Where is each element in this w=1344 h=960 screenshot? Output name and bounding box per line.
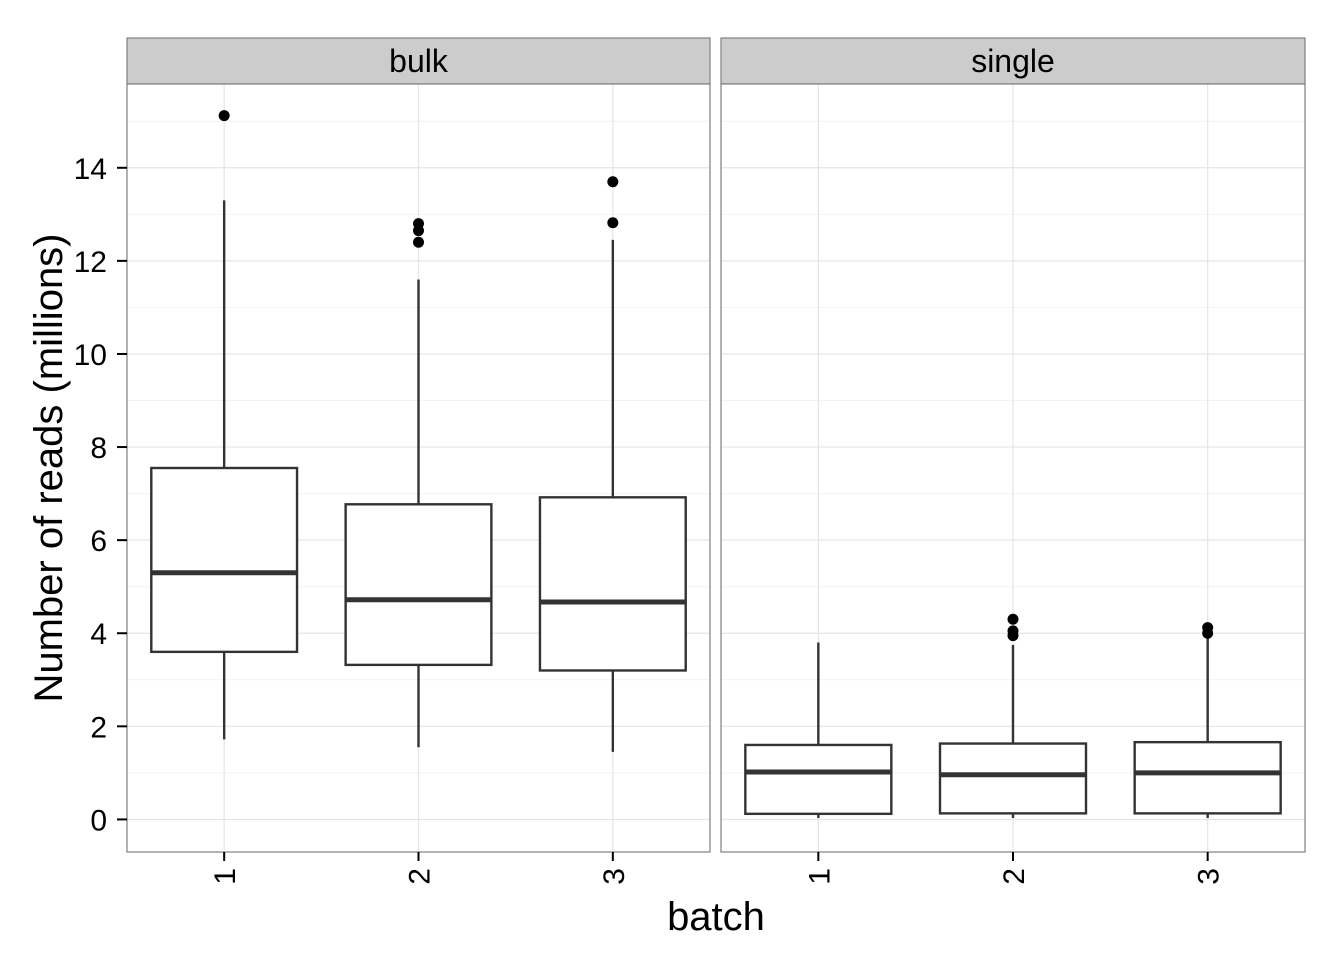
facet-strip-label: bulk [389,43,449,79]
facets-layer: bulk 1 2 3 single 1 2 3 [126,37,1306,885]
facet-strip [126,37,711,85]
facet-single: single 1 2 3 [720,37,1306,885]
y-tick-label: 8 [90,432,107,465]
outlier-point [1007,613,1019,625]
outlier-point [607,217,619,229]
box-iqr [538,496,687,672]
x-tick-label: 1 [209,868,242,885]
box-batch-3 [1133,622,1282,819]
x-tick-label: 3 [1193,868,1226,885]
y-tick-label: 4 [90,618,107,651]
facet-strip-label: single [971,43,1055,79]
box-iqr [150,466,299,654]
box-batch-2 [938,613,1088,819]
outlier-point [413,236,424,248]
y-tick-label: 12 [74,246,107,279]
y-tick-label: 10 [74,339,107,372]
box-batch-1 [744,642,893,819]
y-tick-label: 0 [90,804,107,837]
y-tick-label: 2 [90,711,107,744]
x-axis-title: batch [667,895,765,939]
facet-strip [720,37,1306,85]
outlier-point [1007,630,1019,642]
x-tick-label: 3 [598,868,631,885]
outlier-point [1202,627,1214,639]
box-batch-2 [344,218,493,748]
box-iqr [744,743,893,816]
box-iqr [344,503,493,667]
x-tick-label: 1 [803,868,836,885]
box-batch-1 [150,110,299,740]
y-tick-label: 14 [74,153,107,186]
y-axis: 0 2 4 6 8 10 12 14 [74,153,127,837]
x-tick-label: 2 [404,868,437,885]
box-iqr [1133,740,1282,815]
box-batch-3 [538,176,687,752]
x-tick-label: 2 [998,868,1031,885]
outlier-point [607,176,619,188]
y-tick-label: 6 [90,525,107,558]
y-axis-title: Number of reads (millions) [27,233,71,702]
facet-bulk: bulk 1 2 3 [126,37,711,885]
box-iqr [938,742,1088,815]
outlier-point [218,110,230,122]
outlier-point [413,225,424,237]
